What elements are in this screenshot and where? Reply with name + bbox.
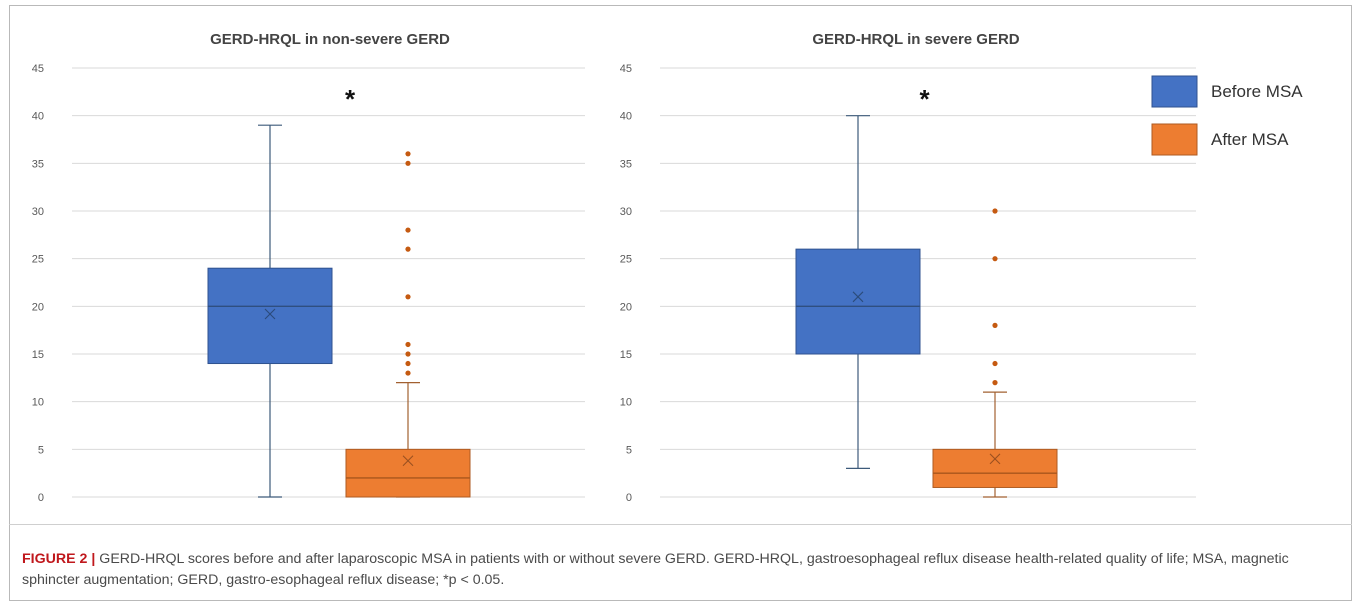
outlier-point [405,246,411,252]
y-tick-label: 35 [620,158,632,170]
outlier-point [992,322,998,328]
y-tick-label: 5 [626,444,632,456]
y-tick-label: 10 [32,397,44,409]
y-tick-label: 25 [620,254,632,266]
y-tick-label: 35 [32,158,44,170]
legend-label: After MSA [1211,130,1289,149]
y-tick-label: 0 [626,492,632,504]
outlier-point [405,227,411,233]
outlier-point [405,360,411,367]
caption-label: FIGURE 2 | [22,551,96,567]
legend-swatch [1151,123,1198,156]
box-body [932,448,1058,488]
y-tick-label: 20 [32,301,44,313]
y-tick-label: 15 [32,349,44,361]
y-tick-label: 45 [32,63,44,75]
chart-title: GERD-HRQL in non-severe GERD [210,31,450,48]
mean-marker-stroke [989,453,1001,465]
outlier-point [992,360,998,367]
chart-title: GERD-HRQL in severe GERD [812,31,1019,48]
y-tick-label: 25 [32,254,44,266]
caption-divider [9,524,1352,525]
significance-marker: * [919,84,930,114]
box-after [345,151,471,498]
mean-marker [989,453,1001,465]
outlier-point [405,370,411,376]
y-tick-label: 10 [620,397,632,409]
outlier-point [992,380,998,386]
mean-marker [264,308,276,320]
legend-swatch [1151,75,1198,108]
legend-label: Before MSA [1211,82,1303,101]
outlier-point [405,341,411,348]
y-tick-label: 40 [32,111,44,123]
figure-caption: FIGURE 2 | GERD-HRQL scores before and a… [22,549,1332,591]
y-tick-label: 15 [620,349,632,361]
mean-marker-stroke [264,308,276,320]
figure-frame [9,5,1352,601]
mean-marker-stroke [402,455,414,467]
box-after [932,208,1058,498]
chart-panel-1: GERD-HRQL in non-severe GERD 0 5 10 15 20 25 30… [32,31,585,504]
outlier-point [405,294,411,300]
y-tick-label: 20 [620,301,632,313]
box-body [207,267,333,365]
outlier-point [992,256,998,262]
mean-marker [852,291,864,303]
y-tick-label: 45 [620,63,632,75]
y-tick-label: 30 [32,206,44,218]
y-tick-label: 40 [620,111,632,123]
y-tick-label: 5 [38,444,44,456]
y-tick-label: 30 [620,206,632,218]
box-before [207,124,333,498]
box-body [345,448,471,498]
y-tick-label: 0 [38,492,44,504]
outlier-point [405,160,411,166]
outlier-point [992,208,998,214]
mean-marker [402,455,414,467]
significance-marker: * [345,84,356,114]
box-before [795,115,921,469]
outlier-point [405,351,411,357]
caption-text: GERD-HRQL scores before and after laparo… [22,551,1289,588]
legend: Before MSA After MSA [1151,75,1303,156]
chart-panel-2: GERD-HRQL in severe GERD 0 5 10 15 20 25 30 35 40… [620,31,1196,504]
outlier-point [405,151,411,157]
box-body [795,248,921,355]
mean-marker-stroke [852,291,864,303]
